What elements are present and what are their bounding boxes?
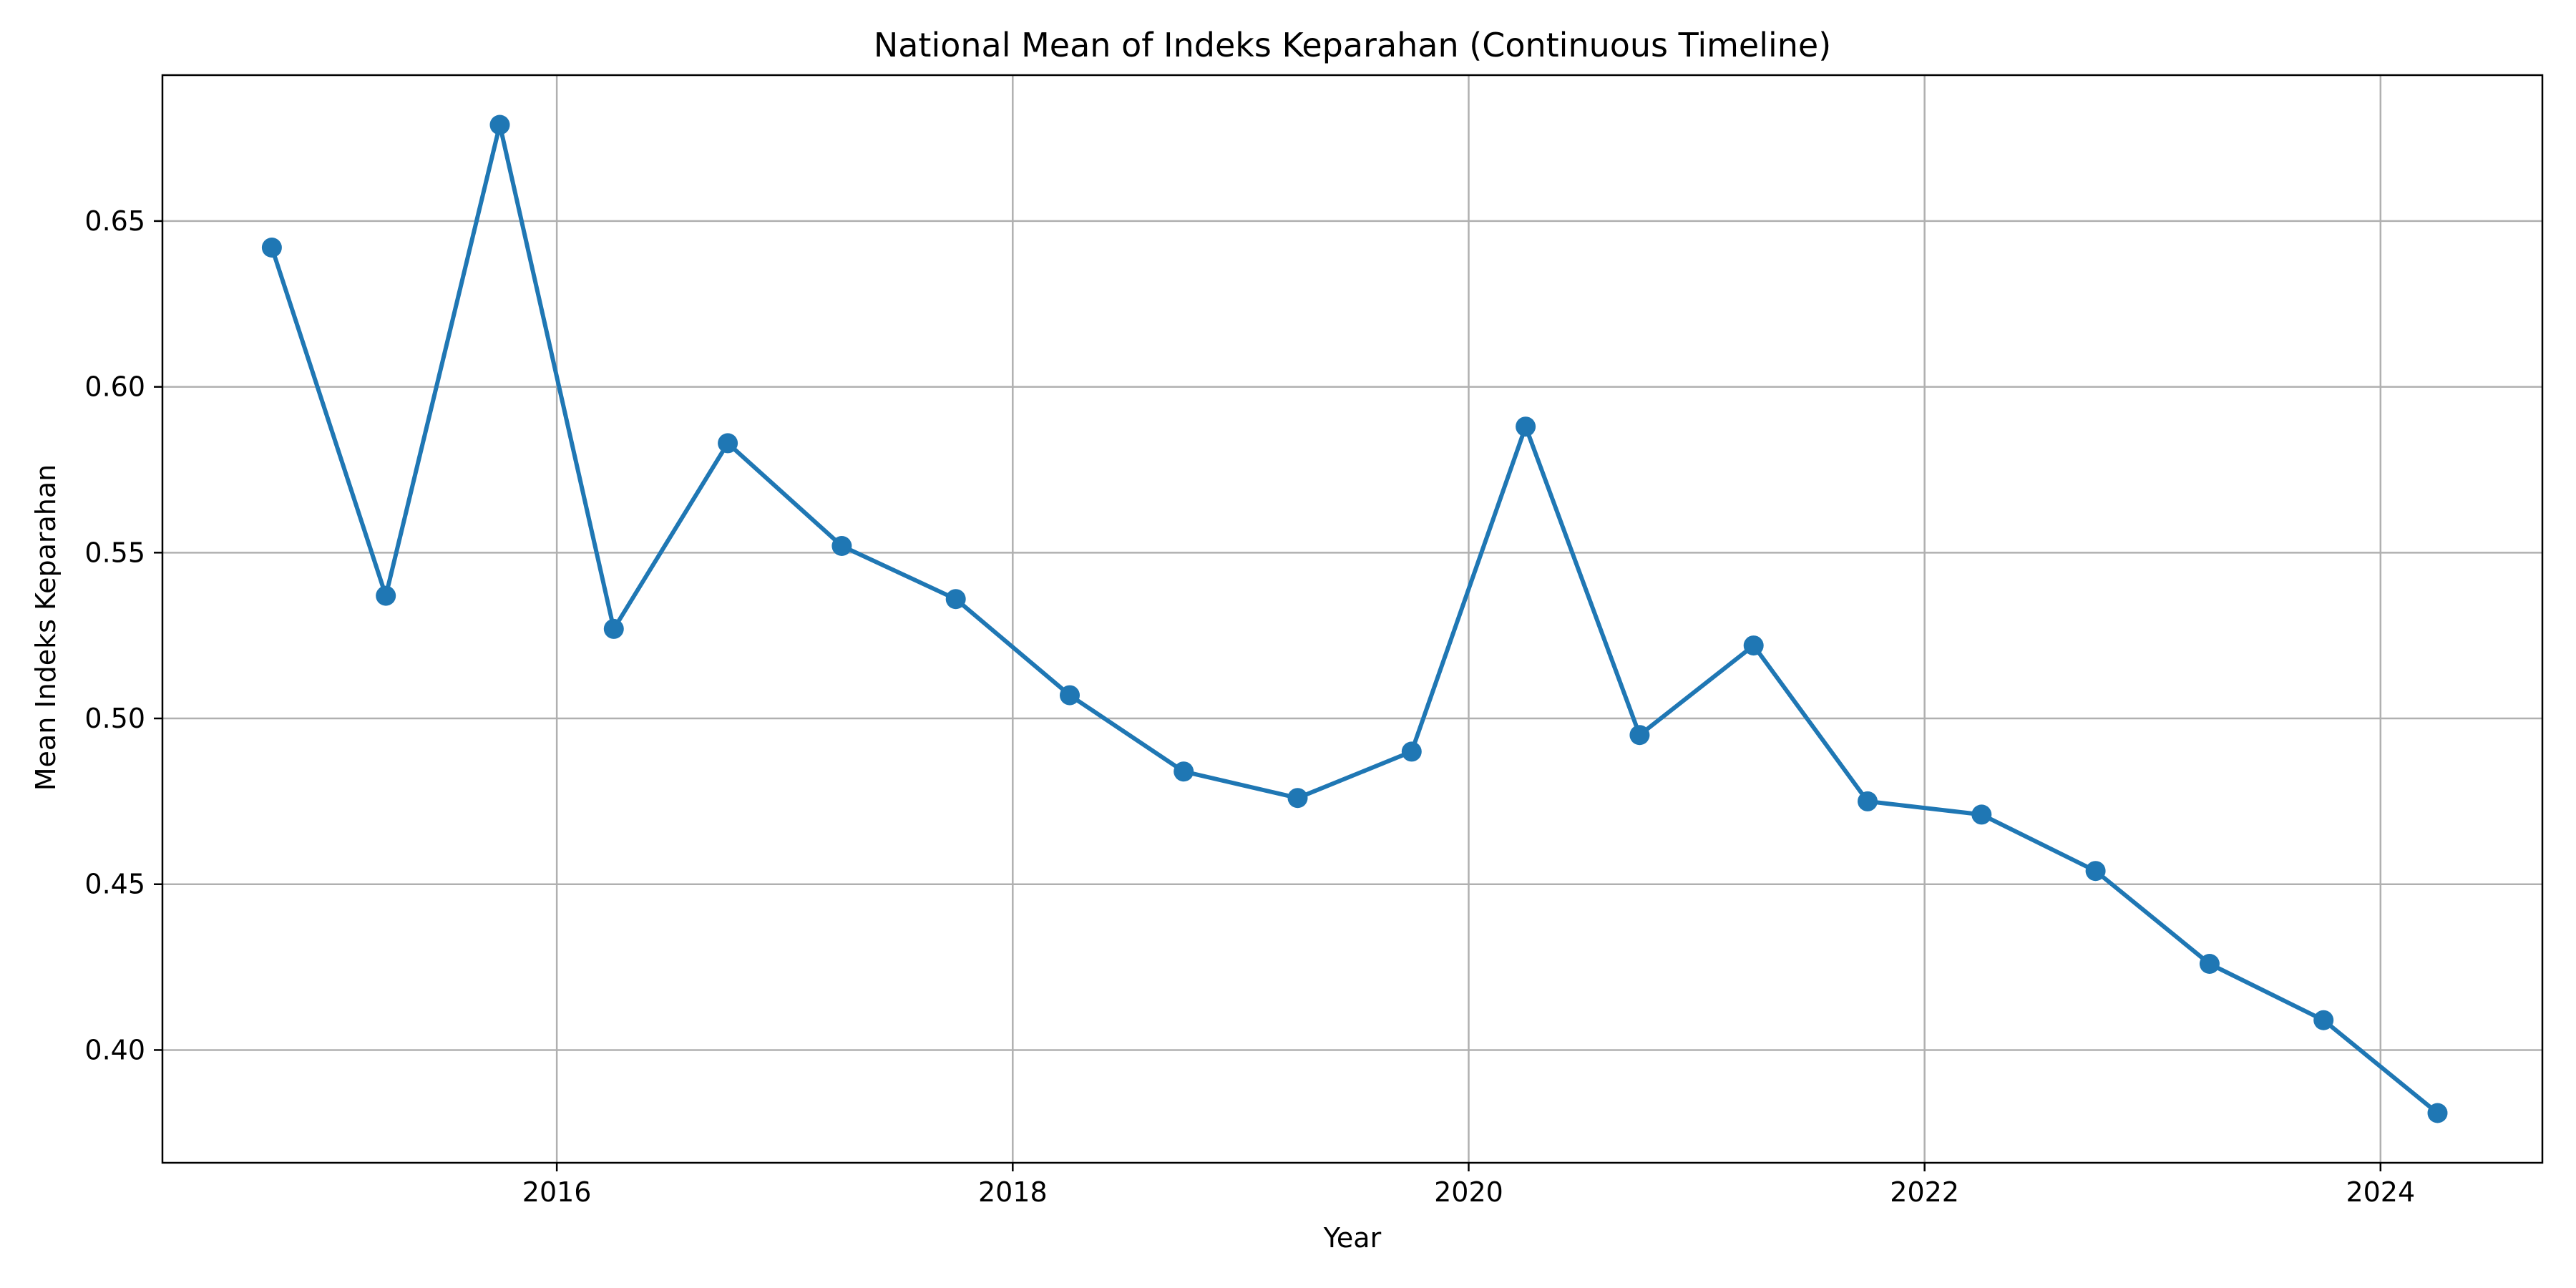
x-tick-label: 2016 [522,1176,592,1208]
y-tick-label: 0.40 [84,1034,145,1065]
data-point [1516,416,1536,437]
series-line [269,122,2440,1116]
x-tick-label: 2022 [1890,1176,1959,1208]
data-point [1629,725,1650,746]
data-point [1858,791,1878,811]
y-tick-label: 0.65 [84,205,145,237]
data-point [2085,861,2106,882]
x-tick-label: 2018 [978,1176,1048,1208]
x-tick-label: 2020 [1434,1176,1503,1208]
data-point [2313,1010,2334,1030]
data-point [1401,741,1422,762]
data-point [376,585,396,606]
data-point [261,238,282,258]
grid [162,75,2542,1163]
y-axis-label: Mean Indeks Keparahan [30,464,62,791]
y-tick-label: 0.50 [84,703,145,734]
data-point [1060,685,1080,706]
axis-ticks: 2016 2018 2020 2022 2024 0.40 0.45 0.50 0.55 0.60… [84,205,2415,1208]
data-point [831,536,852,556]
data-point [2427,1103,2448,1123]
y-tick-label: 0.45 [84,869,145,900]
data-point [489,114,510,135]
x-tick-label: 2024 [2346,1176,2415,1208]
x-axis-label: Year [1323,1222,1382,1254]
y-tick-label: 0.55 [84,537,145,568]
series-layer [261,114,2448,1123]
data-point [718,433,738,454]
data-point [603,618,624,639]
data-point [2199,954,2220,974]
data-point [1971,804,1992,825]
data-point [945,589,966,610]
y-tick-label: 0.60 [84,371,145,403]
data-point [1743,635,1764,656]
chart-title: National Mean of Indeks Keparahan (Conti… [874,26,1831,64]
data-point [1174,761,1194,782]
plot-frame [161,74,2544,1164]
data-point [1287,788,1308,809]
